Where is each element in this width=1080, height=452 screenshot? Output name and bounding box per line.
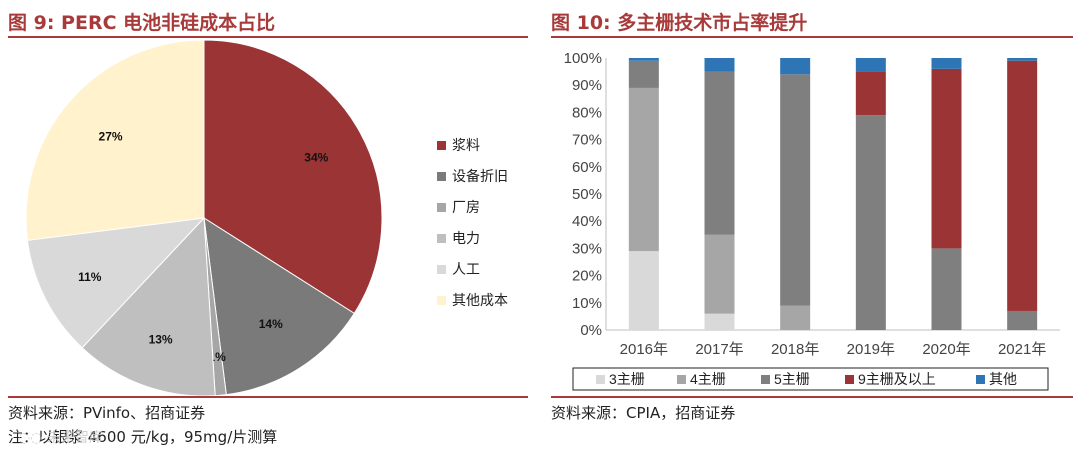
bar-segment-1-0 [704,313,735,330]
bar-segment-2-4 [780,58,811,75]
x-tick-label: 2017年 [695,341,743,358]
bar-legend-label-3: 9主栅及以上 [858,371,936,387]
y-tick-label: 60% [572,159,602,176]
bar-segment-3-3 [855,71,886,116]
y-tick-label: 30% [572,240,602,257]
bar-segment-2-2 [780,74,811,306]
x-tick-label: 2019年 [847,341,895,358]
bar-legend-box [572,367,1049,391]
bar-segment-4-2 [931,248,962,330]
pie-slice-label-5: 27% [99,130,123,144]
y-tick-label: 20% [572,268,602,285]
pie-slice-0 [203,40,383,315]
x-tick-label: 2020年 [922,341,970,358]
right-title-rule [551,36,1073,38]
bar-legend-swatch-3 [845,375,854,384]
y-tick-label: 80% [572,104,602,121]
bar-legend-label-1: 4主栅 [690,371,726,387]
bar-segment-0-0 [628,251,659,330]
x-tick-label: 2016年 [620,341,668,358]
left-title-rule [8,36,528,38]
pie-slice-1 [203,217,355,396]
right-bottom-rule [551,396,1073,398]
y-tick-label: 40% [572,213,602,230]
bar-segment-4-3 [931,68,962,249]
left-source: 资料来源：PVinfo、招商证券 [8,404,206,422]
bar-legend-swatch-2 [761,375,770,384]
right-source: 资料来源：CPIA，招商证券 [551,404,736,422]
bar-legend-swatch-4 [976,375,985,384]
y-tick-label: 0% [580,322,602,339]
y-tick-label: 70% [572,132,602,149]
bar-legend-swatch-1 [677,375,686,384]
bar-segment-0-1 [628,87,659,252]
pie-legend-label-2: 厂房 [452,199,480,215]
pie-slice-5 [25,40,205,241]
pie-slice-label-1: 14% [259,317,283,331]
stacked-bar-chart: 0% 10% 20% 30% 40% 50% 60% 70% 80% 90% 100% 2016年 20… [564,50,1060,391]
pie-legend-swatch-2 [437,203,446,212]
bar-segment-5-2 [1007,310,1038,330]
y-tick-label: 90% [572,77,602,94]
pie-legend-label-5: 其他成本 [452,292,508,308]
pie-legend-swatch-1 [437,172,446,181]
bar-legend-label-4: 其他 [989,371,1017,387]
pie-slice-label-0: 34% [304,150,328,164]
pie-slice-label-4: 11% [78,270,102,284]
left-bottom-rule [8,396,528,398]
bar-segment-5-4 [1007,58,1038,61]
pie-legend-label-4: 人工 [452,261,480,277]
bar-segment-1-1 [704,234,735,314]
pie-legend-swatch-4 [437,265,446,274]
pie-legend-swatch-0 [437,141,446,150]
pie-legend-label-0: 浆料 [452,137,480,153]
x-tick-label: 2018年 [771,341,819,358]
right-chart-title: 图 10: 多主栅技术市占率提升 [551,12,808,34]
pie-slice-3 [81,216,216,397]
pie-legend-label-1: 设备折旧 [452,168,508,184]
pie-legend-swatch-3 [437,234,446,243]
left-chart-title: 图 9: PERC 电池非硅成本占比 [8,12,276,34]
bar-legend-label-0: 3主栅 [609,371,645,387]
pie-slice-label-3: 13% [149,333,173,347]
bar-segment-3-2 [855,115,886,331]
left-note: 注：以银浆 4600 元/kg，95mg/片测算 [8,428,278,446]
pie-legend-swatch-5 [437,296,446,305]
pie-slice-4 [26,217,206,349]
bar-legend-label-2: 5主栅 [774,371,810,387]
bar-segment-1-2 [704,71,735,235]
x-tick-label: 2021年 [998,341,1046,358]
bar-segment-2-1 [780,305,811,330]
bar-segment-5-3 [1007,60,1038,311]
bar-segment-0-4 [628,58,659,61]
bar-segment-0-2 [628,60,659,88]
y-tick-label: 100% [564,50,602,67]
y-tick-label: 50% [572,186,602,203]
bar-segment-4-4 [931,58,962,69]
bar-legend-swatch-0 [596,375,605,384]
bar-segment-1-4 [704,58,735,72]
watermark-logo: ◌◌ 未来智库 [18,430,103,446]
bar-segment-3-4 [855,58,886,72]
pie-legend-label-3: 电力 [452,230,480,246]
y-tick-label: 10% [572,295,602,312]
